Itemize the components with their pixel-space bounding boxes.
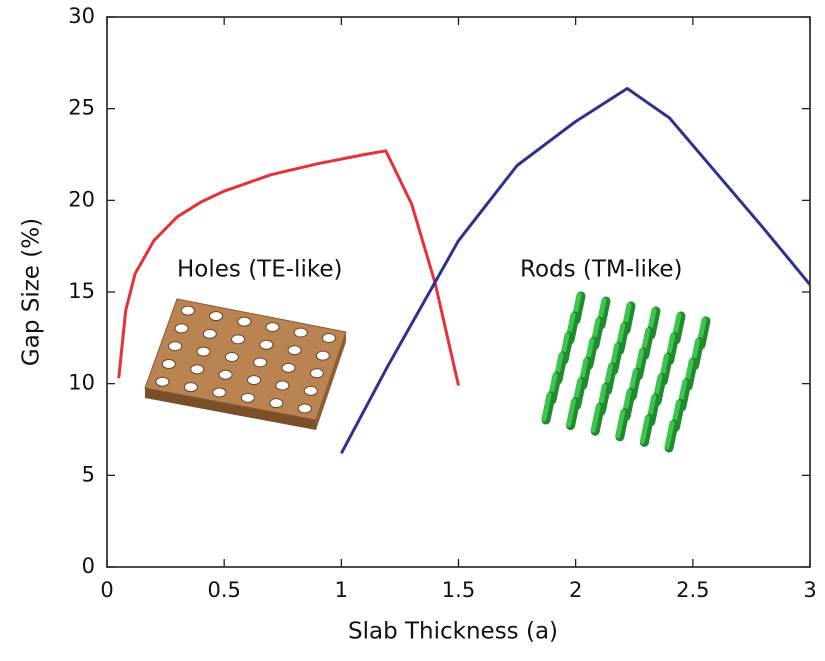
hole (209, 311, 224, 322)
hole (237, 316, 252, 327)
series-label: Rods (TM-like) (520, 257, 682, 283)
rod (639, 414, 650, 444)
slab-side (145, 388, 316, 430)
hole (180, 305, 195, 316)
hole (253, 357, 268, 368)
hole (155, 376, 170, 387)
y-tick-label: 30 (68, 4, 95, 28)
y-axis-label: Gap Size (%) (19, 218, 45, 366)
hole (269, 398, 284, 409)
line (117, 149, 460, 386)
hole (231, 334, 246, 345)
x-tick-label: 0 (100, 578, 113, 602)
x-tick-label: 2.5 (676, 578, 709, 602)
y-tick-label: 15 (68, 279, 95, 303)
hole (161, 358, 176, 369)
hole (247, 375, 261, 386)
x-tick-label: 2 (569, 578, 582, 602)
y-tick-label: 10 (68, 371, 95, 395)
hole (168, 341, 183, 352)
hole (287, 345, 302, 356)
line (340, 87, 812, 455)
illustrations (144, 291, 711, 453)
hole (275, 380, 290, 391)
hole (224, 352, 239, 363)
hole (218, 369, 233, 380)
rod (541, 392, 552, 422)
y-tick-label: 20 (68, 187, 95, 211)
series-label: Holes (TE-like) (177, 257, 342, 283)
x-axis-label: Slab Thickness (a) (348, 619, 558, 645)
hole (190, 364, 205, 375)
hole (315, 350, 330, 361)
hole (303, 385, 318, 396)
hole (309, 368, 324, 379)
y-tick-label: 0 (82, 554, 95, 578)
hole (183, 382, 198, 393)
y-tick-label: 5 (82, 462, 95, 486)
hole (212, 387, 227, 398)
hole (297, 403, 312, 414)
hole (202, 328, 217, 339)
rod (615, 409, 626, 439)
hole (321, 333, 336, 344)
x-tick-label: 1.5 (442, 578, 475, 602)
plot-frame (106, 16, 811, 568)
x-tick-label: 0.5 (207, 578, 240, 602)
hole (281, 362, 296, 373)
rod (590, 403, 601, 433)
hole (293, 327, 308, 338)
hole (265, 322, 280, 333)
x-tick-label: 1 (335, 578, 348, 602)
x-tick-label: 3 (803, 578, 816, 602)
rod (566, 398, 577, 428)
hole (240, 392, 255, 403)
hole (196, 346, 211, 357)
slab-side (316, 332, 346, 430)
y-tick-label: 25 (68, 96, 95, 120)
rod (664, 420, 675, 450)
hole (259, 339, 274, 350)
hole (174, 323, 189, 334)
